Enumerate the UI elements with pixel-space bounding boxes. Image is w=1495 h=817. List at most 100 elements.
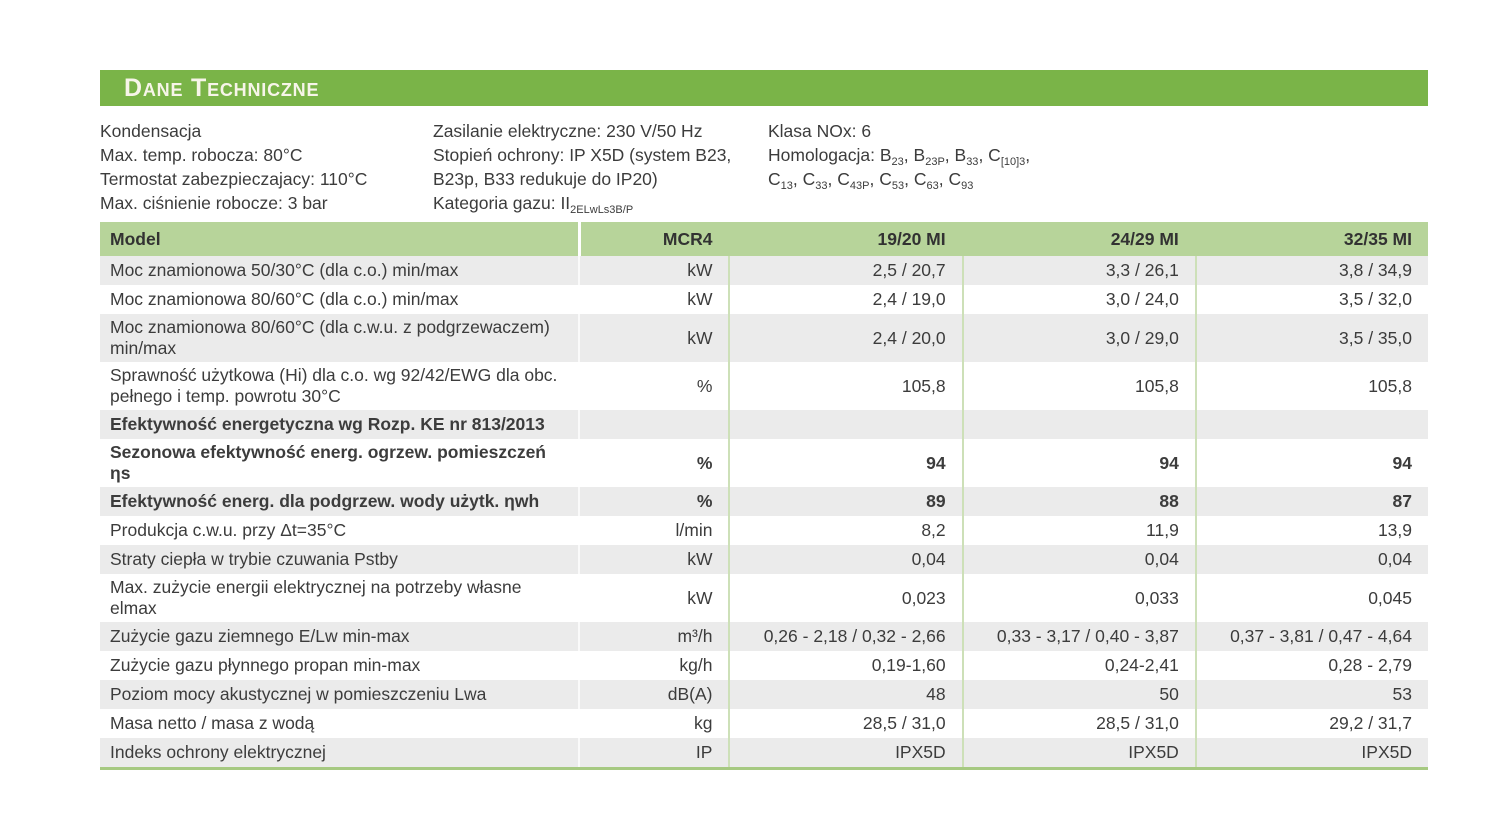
subscript-text: 2ELwLs3B/P — [570, 204, 634, 216]
row-value-cell: 3,0 / 29,0 — [961, 314, 1195, 362]
section-title-bar: Dane Techniczne — [100, 70, 1428, 106]
row-value-cell: 105,8 — [728, 362, 962, 410]
intro-text: Klasa NOx: 6 — [768, 121, 872, 141]
row-label-cell: Moc znamionowa 80/60°C (dla c.o.) min/ma… — [100, 285, 579, 314]
subscript-text: 13 — [780, 180, 793, 192]
intro-column-general: Kondensacja Max. temp. robocza: 80°C Termo… — [100, 119, 433, 215]
datasheet-content: Dane Techniczne Kondensacja Max. temp. ro… — [100, 70, 1428, 770]
row-label-cell: Efektywność energetyczna wg Rozp. KE nr … — [100, 410, 579, 439]
intro-line: Max. ciśnienie robocze: 3 bar — [100, 191, 433, 215]
technical-data-table: Model MCR4 19/20 MI 24/29 MI 32/35 MI Moc zn… — [100, 222, 1428, 770]
intro-text: , C — [938, 169, 962, 189]
row-unit-cell: % — [578, 487, 729, 516]
row-label-cell: Zużycie gazu ziemnego E/Lw min-max — [100, 622, 579, 651]
row-value-cell: 105,8 — [961, 362, 1195, 410]
intro-line: Klasa NOx: 6 — [768, 119, 1428, 143]
subscript-text: 93 — [961, 180, 974, 192]
row-value-cell: 3,8 / 34,9 — [1194, 256, 1428, 285]
row-value-cell: 2,4 / 20,0 — [728, 314, 962, 362]
table-row: Efektywność energetyczna wg Rozp. KE nr … — [100, 410, 1428, 439]
row-unit-cell: l/min — [578, 516, 729, 545]
intro-text: Max. ciśnienie robocze: 3 bar — [100, 193, 328, 213]
row-label-cell: Moc znamionowa 50/30°C (dla c.o.) min/ma… — [100, 256, 579, 285]
row-value-cell: 0,023 — [728, 574, 962, 622]
row-value-cell: IPX5D — [961, 738, 1195, 767]
intro-text: , C — [869, 169, 892, 189]
subscript-text: 33 — [815, 180, 828, 192]
table-row: Max. zużycie energii elektrycznej na pot… — [100, 574, 1428, 622]
row-value-cell: 3,0 / 24,0 — [961, 285, 1195, 314]
row-unit-cell: kg/h — [578, 651, 729, 680]
row-value-cell: IPX5D — [728, 738, 962, 767]
table-row: Masa netto / masa z wodą kg 28,5 / 31,0 28,… — [100, 709, 1428, 738]
row-value-cell: 29,2 / 31,7 — [1194, 709, 1428, 738]
row-value-cell: 3,5 / 32,0 — [1194, 285, 1428, 314]
table-row: Moc znamionowa 80/60°C (dla c.o.) min/ma… — [100, 285, 1428, 314]
table-row: Sprawność użytkowa (Hi) dla c.o. wg 92/4… — [100, 362, 1428, 410]
table-row: Indeks ochrony elektrycznej IP IPX5D IPX5D I… — [100, 738, 1428, 767]
row-value-cell: 0,37 - 3,81 / 0,47 - 4,64 — [1194, 622, 1428, 651]
page-title: Dane Techniczne — [124, 74, 320, 102]
row-value-cell: 50 — [961, 680, 1195, 709]
table-row: Straty ciepła w trybie czuwania Pstby kW 0… — [100, 545, 1428, 574]
intro-line: B23p, B33 redukuje do IP20) — [433, 167, 768, 191]
row-unit-cell — [578, 410, 729, 439]
row-value-cell: 3,5 / 35,0 — [1194, 314, 1428, 362]
row-value-cell: 0,04 — [728, 545, 962, 574]
row-unit-cell: kW — [578, 285, 729, 314]
intro-text: Zasilanie elektryczne: 230 V/50 Hz — [433, 121, 703, 141]
table-row: Moc znamionowa 80/60°C (dla c.w.u. z pod… — [100, 314, 1428, 362]
row-value-cell: 28,5 / 31,0 — [728, 709, 962, 738]
row-unit-cell: kW — [578, 545, 729, 574]
table-row: Zużycie gazu ziemnego E/Lw min-max m³/h 0,… — [100, 622, 1428, 651]
row-value-cell: 94 — [1194, 439, 1428, 487]
row-unit-cell: m³/h — [578, 622, 729, 651]
row-value-cell: 0,04 — [1194, 545, 1428, 574]
row-value-cell: 28,5 / 31,0 — [961, 709, 1195, 738]
column-header: 32/35 MI — [1194, 222, 1428, 256]
table-row: Produkcja c.w.u. przy Δt=35°C l/min 8,2 11,… — [100, 516, 1428, 545]
row-value-cell: 0,33 - 3,17 / 0,40 - 3,87 — [961, 622, 1195, 651]
row-label-cell: Max. zużycie energii elektrycznej na pot… — [100, 574, 579, 622]
row-unit-cell: dB(A) — [578, 680, 729, 709]
row-value-cell: 8,2 — [728, 516, 962, 545]
intro-text: , C — [904, 169, 927, 189]
table-row: Zużycie gazu płynnego propan min-max kg/h… — [100, 651, 1428, 680]
intro-text: Max. temp. robocza: 80°C — [100, 145, 303, 165]
table-row: Efektywność energ. dla podgrzew. wody uż… — [100, 487, 1428, 516]
intro-text: Termostat zabezpieczajacy: 110°C — [100, 169, 368, 189]
row-value-cell: 3,3 / 26,1 — [961, 256, 1195, 285]
subscript-text: 43P — [849, 180, 870, 192]
row-value-cell: 94 — [961, 439, 1195, 487]
row-value-cell: 89 — [728, 487, 962, 516]
row-value-cell: IPX5D — [1194, 738, 1428, 767]
intro-line: Kategoria gazu: II2ELwLs3B/P — [433, 191, 768, 216]
row-label-cell: Zużycie gazu płynnego propan min-max — [100, 651, 579, 680]
row-value-cell — [728, 410, 962, 439]
row-value-cell: 0,033 — [961, 574, 1195, 622]
table-row: Sezonowa efektywność energ. ogrzew. pomi… — [100, 439, 1428, 487]
row-label-cell: Moc znamionowa 80/60°C (dla c.w.u. z pod… — [100, 314, 579, 362]
column-header-model: Model — [100, 222, 579, 256]
intro-text: , C — [792, 169, 816, 189]
intro-column-homologation: Klasa NOx: 6 Homologacja: B23, B23P, B33,… — [768, 119, 1428, 215]
row-label-cell: Produkcja c.w.u. przy Δt=35°C — [100, 516, 579, 545]
intro-text: Kondensacja — [100, 121, 202, 141]
table-header: Model MCR4 19/20 MI 24/29 MI 32/35 MI — [100, 222, 1428, 256]
intro-line: Homologacja: B23, B23P, B33, C[10]3, — [768, 143, 1428, 168]
intro-column-electrical: Zasilanie elektryczne: 230 V/50 Hz Stopie… — [433, 119, 768, 216]
row-label-cell: Sezonowa efektywność energ. ogrzew. pomi… — [100, 439, 579, 487]
table-row: Moc znamionowa 50/30°C (dla c.o.) min/ma… — [100, 256, 1428, 285]
row-label-cell: Poziom mocy akustycznej w pomieszczeniu … — [100, 680, 579, 709]
row-value-cell: 48 — [728, 680, 962, 709]
row-unit-cell: % — [578, 439, 729, 487]
subscript-text: 33 — [966, 156, 979, 168]
intro-text: B23p, B33 redukuje do IP20) — [433, 169, 658, 189]
row-unit-cell: % — [578, 362, 729, 410]
row-value-cell: 0,26 - 2,18 / 0,32 - 2,66 — [728, 622, 962, 651]
table-row: Poziom mocy akustycznej w pomieszczeniu … — [100, 680, 1428, 709]
row-unit-cell: IP — [578, 738, 729, 767]
row-unit-cell: kW — [578, 256, 729, 285]
intro-line: C13, C33, C43P, C53, C63, C93 — [768, 167, 1428, 192]
